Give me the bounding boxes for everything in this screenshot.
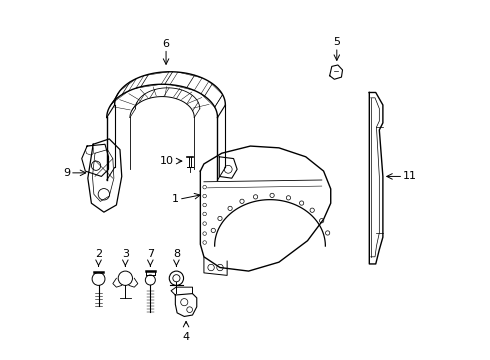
Text: 5: 5 bbox=[333, 37, 341, 47]
Text: 6: 6 bbox=[163, 39, 170, 49]
Text: 3: 3 bbox=[122, 249, 129, 258]
Text: 7: 7 bbox=[147, 249, 154, 258]
Text: 8: 8 bbox=[173, 249, 180, 258]
Text: 11: 11 bbox=[403, 171, 417, 181]
Text: 4: 4 bbox=[182, 332, 190, 342]
Text: 10: 10 bbox=[160, 156, 173, 166]
Text: 2: 2 bbox=[95, 249, 102, 258]
Text: 9: 9 bbox=[63, 168, 70, 178]
Text: 1: 1 bbox=[172, 194, 179, 204]
